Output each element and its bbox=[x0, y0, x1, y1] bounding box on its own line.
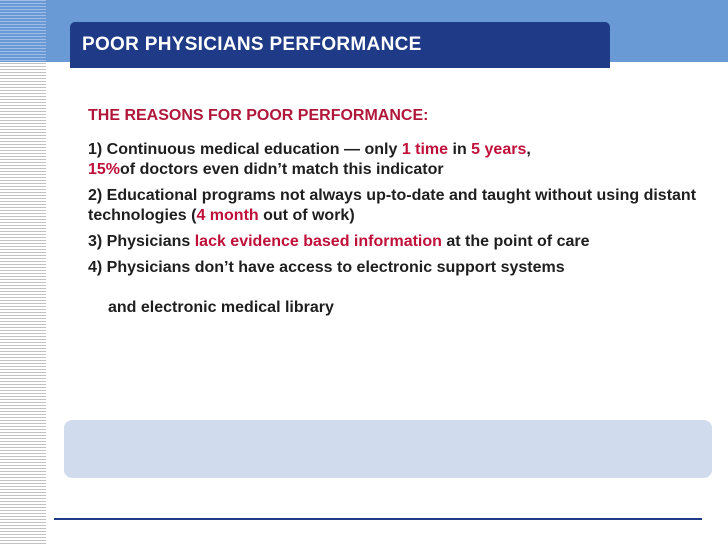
item-1-text-c: , bbox=[526, 141, 531, 158]
footer-rule bbox=[54, 518, 702, 520]
item-1-highlight-3: 15% bbox=[88, 161, 121, 178]
item-3-text-a: 3) Physicians bbox=[88, 233, 195, 250]
item-3-text-b: at the point of care bbox=[441, 233, 590, 250]
footer-box bbox=[64, 420, 712, 478]
list-item-4: 4) Physicians don’t have access to elect… bbox=[88, 258, 708, 278]
list-item-3: 3) Physicians lack evidence based inform… bbox=[88, 232, 708, 252]
title-bar: POOR PHYSICIANS PERFORMANCE bbox=[70, 22, 610, 68]
list-item-1: 1) Continuous medical education — only 1… bbox=[88, 140, 708, 180]
item-1-text-a: 1) Continuous medical education — only bbox=[88, 141, 402, 158]
item-2-text-a: 2) Educational programs not always up-to… bbox=[88, 187, 697, 224]
decorative-stripes bbox=[0, 0, 46, 546]
item-3-highlight: lack evidence based information bbox=[194, 233, 442, 250]
list-item-4-continuation: and electronic medical library bbox=[108, 299, 334, 316]
item-2-text-b: out of work) bbox=[258, 207, 355, 224]
section-heading: THE REASONS FOR POOR PERFORMANCE: bbox=[88, 107, 429, 124]
item-1-text-d: of doctors even didn’t match this indica… bbox=[120, 161, 444, 178]
item-2-highlight: 4 month bbox=[196, 207, 259, 224]
item-1-highlight-1: 1 time bbox=[401, 141, 449, 158]
slide-body: THE REASONS FOR POOR PERFORMANCE: 1) Con… bbox=[88, 106, 708, 318]
list-item-2: 2) Educational programs not always up-to… bbox=[88, 186, 708, 226]
decorative-stripes-top bbox=[0, 0, 46, 62]
slide-title: POOR PHYSICIANS PERFORMANCE bbox=[82, 34, 422, 55]
item-1-highlight-2: 5 years bbox=[471, 141, 527, 158]
item-1-text-b: in bbox=[448, 141, 472, 158]
content-panel bbox=[64, 68, 712, 412]
item-4-text: 4) Physicians don’t have access to elect… bbox=[88, 259, 565, 276]
